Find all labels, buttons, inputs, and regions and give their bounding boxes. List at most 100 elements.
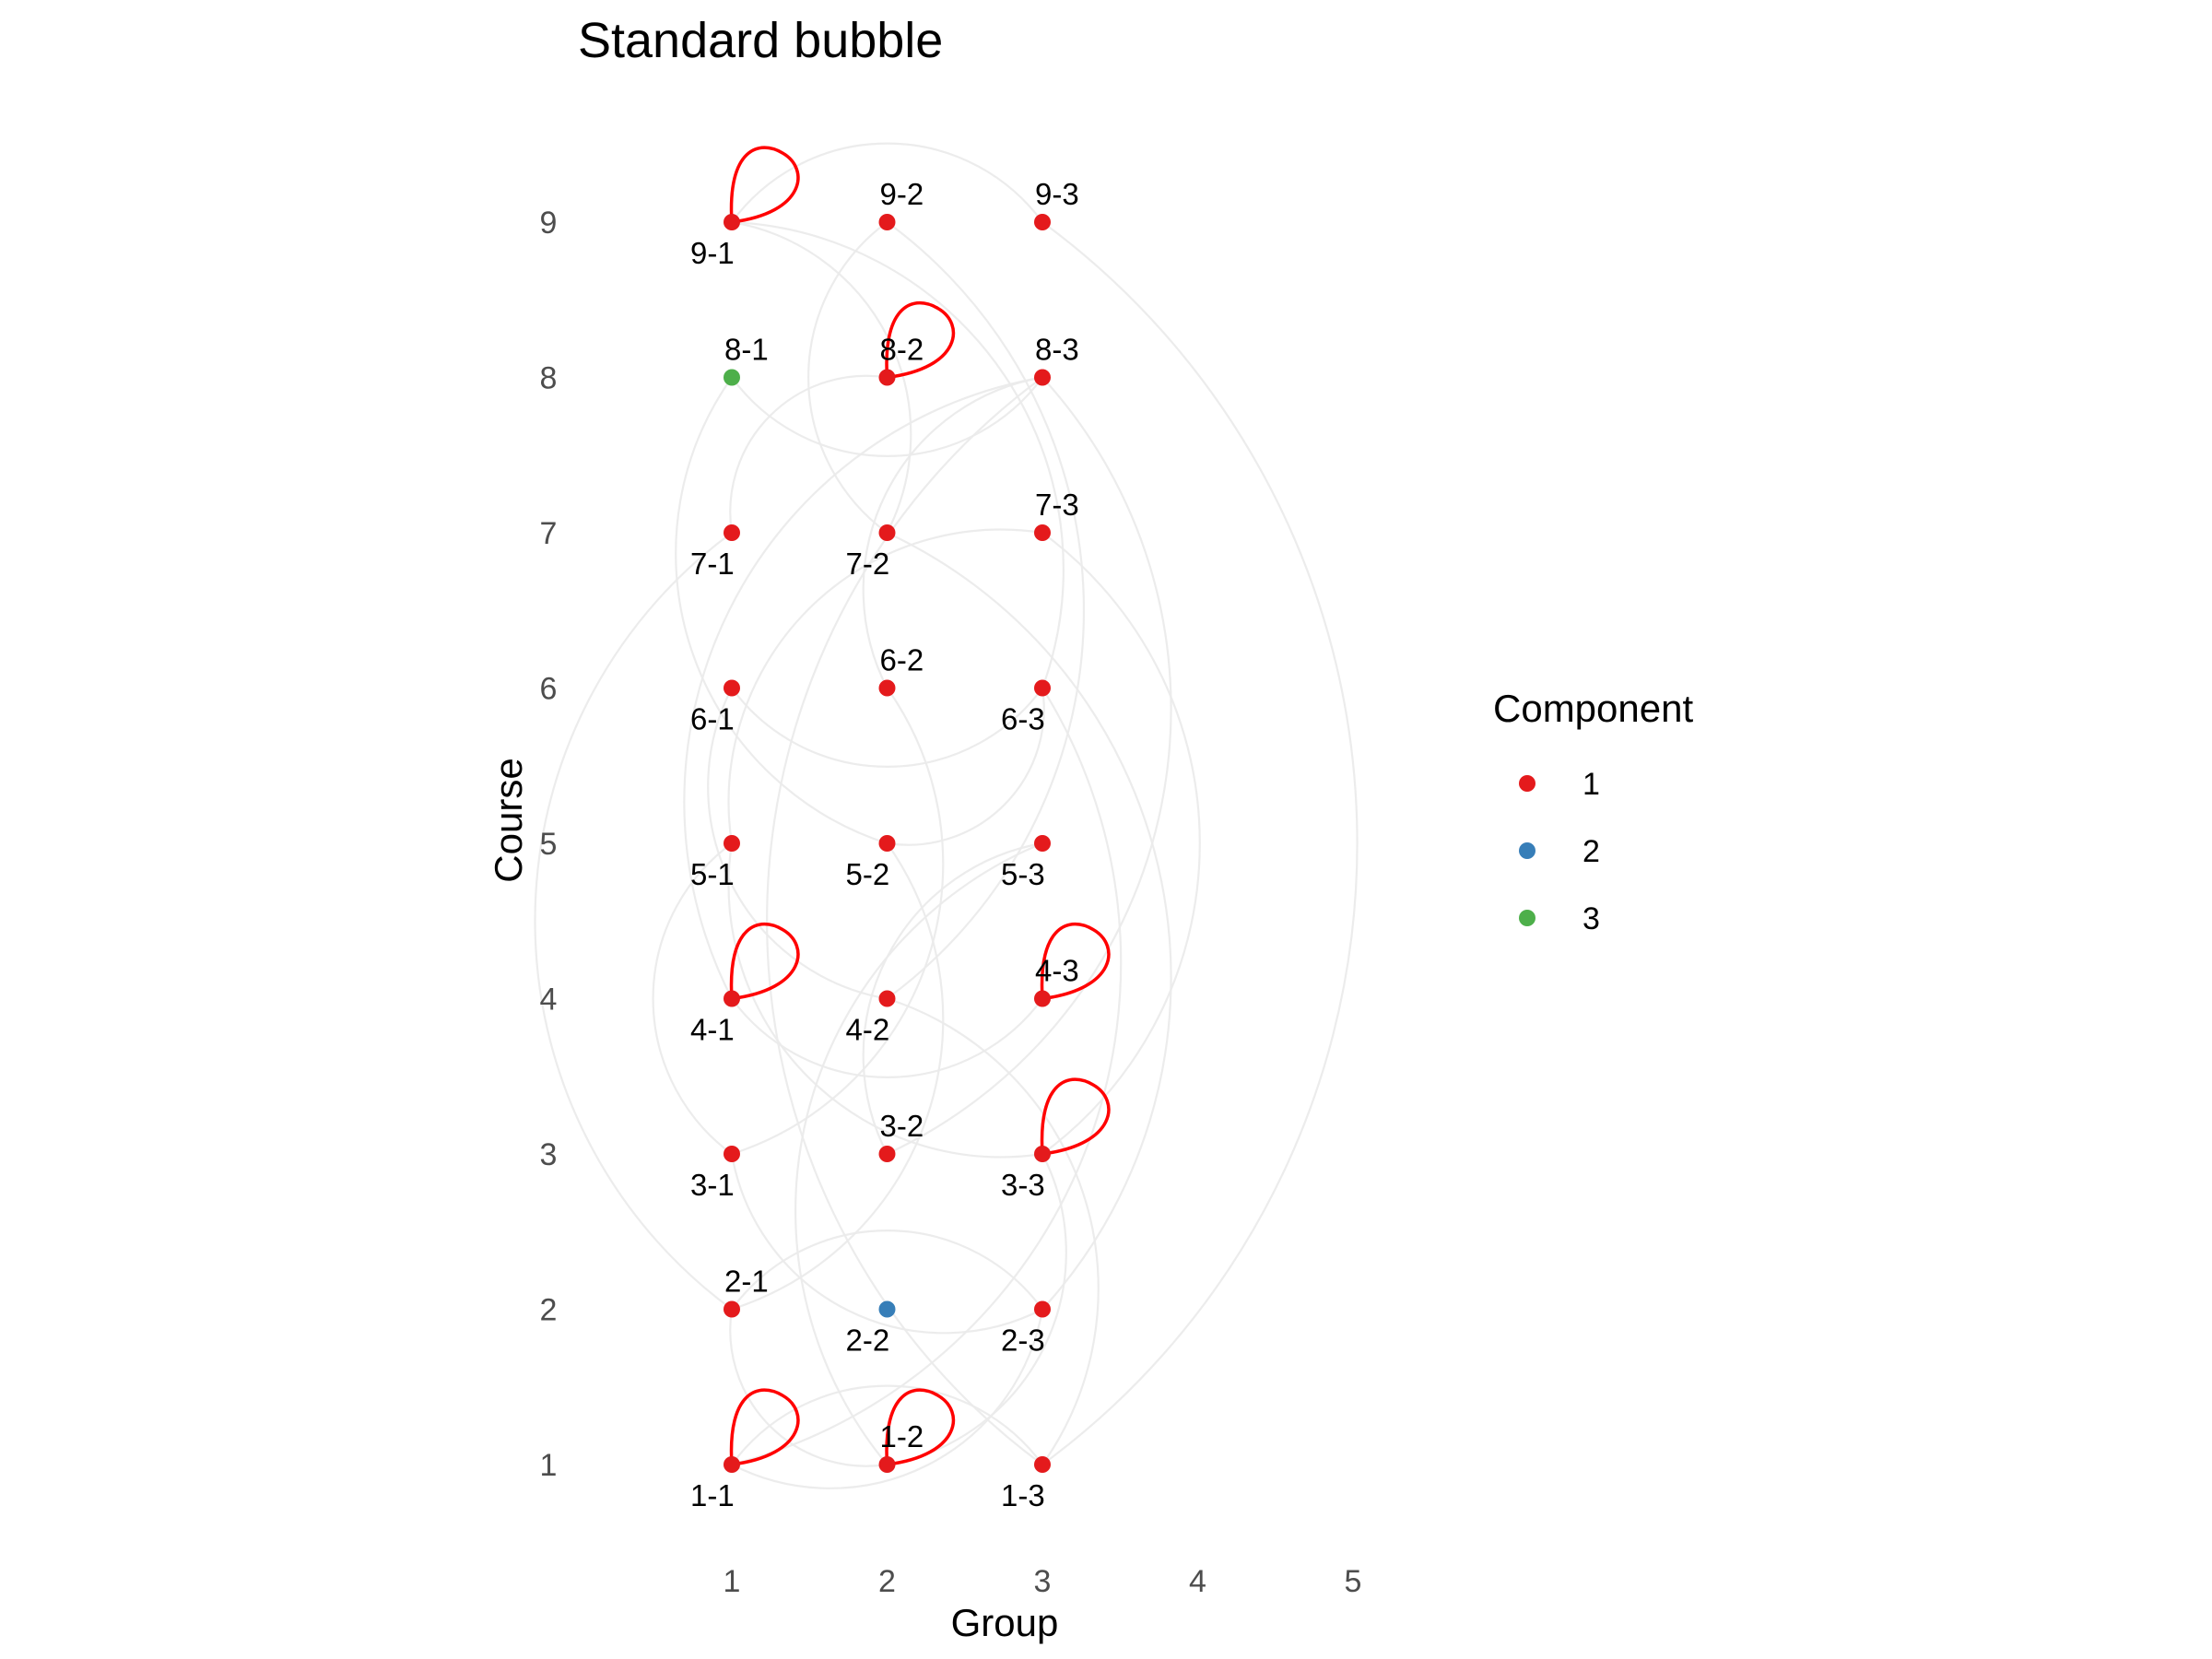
node-label-9-1: 9-1 <box>690 236 735 270</box>
edge-9-1-9-3 <box>731 142 1043 223</box>
self-loop-1-1 <box>729 1388 800 1466</box>
edge-3-2-5-3 <box>862 841 1043 1155</box>
node-4-2 <box>878 990 896 1007</box>
edge-1-3-9-3 <box>1041 221 1359 1465</box>
node-9-3 <box>1034 214 1051 230</box>
node-label-5-3: 5-3 <box>1001 857 1045 891</box>
edge-3-1-5-1 <box>652 842 733 1155</box>
self-loop-4-3 <box>1040 922 1111 1001</box>
legend-key-3 <box>1519 910 1535 926</box>
node-labels-layer: 1-1 1-2 1-3 2-1 2-2 2-3 3-1 3-2 3-3 4-1 4-2 4-3 5-1 5… <box>690 177 1079 1512</box>
node-label-2-3: 2-3 <box>1001 1324 1045 1358</box>
node-label-4-2: 4-2 <box>846 1013 890 1047</box>
legend-label-1: 1 <box>1583 767 1600 802</box>
legend-label-2: 2 <box>1583 834 1600 869</box>
y-tick-4: 4 <box>540 982 558 1018</box>
node-3-3 <box>1034 1146 1051 1162</box>
node-label-4-1: 4-1 <box>690 1013 735 1047</box>
node-label-1-3: 1-3 <box>1001 1478 1045 1512</box>
edge-2-3-3-1 <box>730 1153 1043 1335</box>
edges-layer <box>534 142 1359 1489</box>
node-3-1 <box>724 1146 740 1162</box>
node-label-4-3: 4-3 <box>1035 954 1079 988</box>
y-tick-8: 8 <box>540 361 558 396</box>
node-label-9-3: 9-3 <box>1035 177 1079 211</box>
edge-6-3-9-1 <box>731 220 1065 688</box>
x-tick-3: 3 <box>1034 1564 1052 1599</box>
node-9-2 <box>878 214 896 230</box>
edge-2-3-7-2 <box>887 532 1172 1311</box>
nodes-layer <box>724 214 1051 1473</box>
self-loop-3-3 <box>1040 1077 1111 1156</box>
node-label-7-3: 7-3 <box>1035 488 1079 522</box>
self-loops-layer <box>729 146 1111 1466</box>
edge-2-1-2-3 <box>731 1230 1043 1311</box>
node-label-8-2: 8-2 <box>880 333 924 367</box>
node-2-1 <box>724 1300 740 1318</box>
edge-1-2-2-1 <box>729 1309 888 1467</box>
node-1-1 <box>724 1456 740 1473</box>
x-tick-1: 1 <box>724 1564 741 1599</box>
node-label-3-1: 3-1 <box>690 1168 735 1202</box>
legend-key-1 <box>1519 775 1535 792</box>
node-3-2 <box>878 1146 896 1162</box>
node-label-5-2: 5-2 <box>846 857 890 891</box>
edge-3-3-7-3 <box>1041 532 1201 1155</box>
node-label-8-1: 8-1 <box>724 333 769 367</box>
y-tick-3: 3 <box>540 1137 558 1172</box>
edge-1-3-4-2 <box>887 997 1100 1465</box>
self-loop-1-2 <box>885 1388 956 1466</box>
node-4-1 <box>724 990 740 1007</box>
node-1-3 <box>1034 1456 1051 1473</box>
node-5-1 <box>724 835 740 852</box>
legend-items: 1 2 3 <box>1519 767 1600 936</box>
node-label-8-3: 8-3 <box>1035 333 1079 367</box>
legend: Component 1 2 3 <box>1493 687 1693 936</box>
node-7-2 <box>878 524 896 541</box>
x-tick-4: 4 <box>1189 1564 1206 1599</box>
self-loop-9-1 <box>729 146 800 224</box>
node-5-3 <box>1034 835 1051 852</box>
edge-5-1-7-3 <box>727 528 1043 844</box>
edge-7-2-9-2 <box>807 221 888 534</box>
edge-1-1-2-3 <box>731 1309 1044 1489</box>
edge-1-2-5-3 <box>794 841 1043 1465</box>
node-label-1-1: 1-1 <box>690 1478 735 1512</box>
edge-1-3-8-3 <box>766 376 1043 1465</box>
edge-2-1-7-1 <box>534 532 733 1311</box>
edge-4-2-6-1 <box>707 687 888 1000</box>
node-label-2-1: 2-1 <box>724 1265 769 1299</box>
legend-label-3: 3 <box>1583 901 1600 936</box>
node-1-2 <box>878 1456 896 1473</box>
node-7-1 <box>724 524 740 541</box>
x-axis-title: Group <box>951 1601 1059 1644</box>
node-2-3 <box>1034 1300 1051 1318</box>
node-8-2 <box>878 369 896 386</box>
x-tick-5: 5 <box>1345 1564 1362 1599</box>
node-label-2-2: 2-2 <box>846 1324 890 1358</box>
node-label-3-3: 3-3 <box>1001 1168 1045 1202</box>
edge-3-2-8-3 <box>887 376 1172 1155</box>
edge-5-2-8-1 <box>675 376 888 845</box>
x-axis-ticks: 1 2 3 4 5 <box>724 1564 1362 1599</box>
node-label-7-2: 7-2 <box>846 547 890 581</box>
node-8-3 <box>1034 369 1051 386</box>
node-5-2 <box>878 835 896 852</box>
node-label-7-1: 7-1 <box>690 547 735 581</box>
edge-3-1-6-2 <box>731 687 945 1156</box>
self-loop-4-1 <box>729 922 800 1001</box>
y-tick-6: 6 <box>540 672 558 707</box>
y-axis-ticks: 1 2 3 4 5 6 7 8 9 <box>540 206 558 1483</box>
node-label-3-2: 3-2 <box>880 1109 924 1143</box>
edge-6-2-8-3 <box>862 376 1043 689</box>
node-label-9-2: 9-2 <box>880 177 924 211</box>
node-label-1-2: 1-2 <box>880 1419 924 1453</box>
node-2-2 <box>878 1300 896 1318</box>
legend-title: Component <box>1493 687 1693 730</box>
node-7-3 <box>1034 524 1051 541</box>
edge-3-3-5-1 <box>727 842 1043 1159</box>
edge-4-2-9-2 <box>886 221 1086 1000</box>
edge-8-1-8-3 <box>731 376 1043 457</box>
edge-5-2-6-3 <box>887 688 1045 846</box>
